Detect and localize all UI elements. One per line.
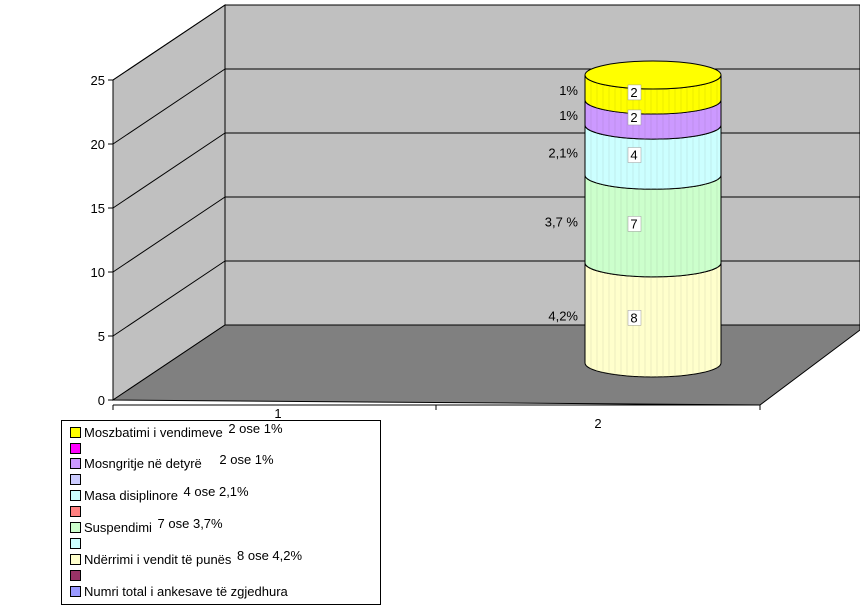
legend-entry: Moszbatimi i vendimeve 2 ose 1% bbox=[70, 421, 283, 441]
legend-entry bbox=[70, 441, 84, 457]
percent-label: 3,7 % bbox=[545, 214, 579, 229]
percent-label: 4,2% bbox=[548, 308, 578, 323]
data-label: 7 bbox=[630, 216, 637, 231]
bar-segment bbox=[584, 99, 722, 140]
chart-axes: 0 5 10 15 20 25 bbox=[91, 73, 761, 410]
legend-swatch bbox=[70, 474, 81, 486]
y-tick-label: 15 bbox=[91, 201, 105, 216]
legend-swatch bbox=[70, 586, 81, 598]
bar-segment bbox=[584, 175, 722, 278]
gridline-side bbox=[112, 4, 226, 81]
legend-label: Masa disiplinore bbox=[84, 488, 178, 503]
data-label-box bbox=[627, 216, 642, 232]
gridline-side bbox=[112, 260, 226, 337]
gridline-side bbox=[112, 196, 226, 273]
bar-segment bbox=[584, 60, 722, 115]
legend-swatch bbox=[70, 427, 81, 439]
legend-swatch bbox=[70, 458, 81, 470]
data-label-box bbox=[627, 109, 642, 126]
legend-entry: Ndërrimi i vendit të punës 8 ose 4,2% bbox=[70, 548, 302, 568]
legend-swatch bbox=[70, 570, 81, 582]
x-category-label: 1 bbox=[274, 406, 281, 421]
legend-label: Suspendimi bbox=[84, 520, 152, 535]
legend-swatch bbox=[70, 522, 81, 534]
legend-label: Ndërrimi i vendit të punës bbox=[84, 552, 232, 567]
legend-swatch bbox=[70, 538, 81, 550]
data-label-box bbox=[627, 84, 642, 101]
data-label-box bbox=[627, 310, 642, 326]
bar-segment bbox=[584, 262, 722, 378]
legend-entry bbox=[70, 568, 84, 584]
y-tick-label: 20 bbox=[91, 137, 105, 152]
y-tick-label: 10 bbox=[91, 265, 105, 280]
data-label: 8 bbox=[630, 310, 637, 325]
y-tick-label: 5 bbox=[98, 329, 105, 344]
legend-entry bbox=[70, 504, 84, 520]
data-label: 2 bbox=[630, 85, 637, 100]
legend-entry bbox=[70, 472, 84, 488]
legend-entry: Masa disiplinore 4 ose 2,1% bbox=[70, 484, 249, 504]
legend-value: 8 ose 4,2% bbox=[233, 548, 303, 563]
legend-value: 4 ose 2,1% bbox=[179, 484, 249, 499]
legend-swatch bbox=[70, 443, 81, 455]
legend-label: Mosngritje në detyrë bbox=[84, 456, 202, 471]
data-label: 2 bbox=[630, 110, 637, 125]
bar-segment-body bbox=[584, 262, 722, 378]
legend-value: 2 ose 1% bbox=[215, 452, 274, 467]
percent-label: 2,1% bbox=[548, 146, 578, 161]
legend-swatch bbox=[70, 490, 81, 502]
legend-swatch bbox=[70, 506, 81, 518]
legend-entry: Numri total i ankesave të zgjedhura bbox=[70, 584, 288, 600]
chart-legend: Moszbatimi i vendimeve 2 ose 1% Mosngritj… bbox=[61, 420, 381, 605]
legend-entry: Suspendimi 7 ose 3,7% bbox=[70, 516, 223, 536]
legend-entry: Mosngritje në detyrë 2 ose 1% bbox=[70, 452, 274, 472]
legend-label: Moszbatimi i vendimeve bbox=[84, 425, 223, 440]
bar-segment-body bbox=[584, 175, 722, 278]
chart-labels: 1 2 8 4,2% 7 3,7 % 4 2,1% 2 1% 2 1% bbox=[274, 83, 642, 431]
legend-entry bbox=[70, 536, 84, 552]
chart-walls bbox=[111, 4, 860, 406]
data-label-box bbox=[627, 147, 642, 163]
chart-bars bbox=[584, 60, 722, 378]
legend-value: 2 ose 1% bbox=[224, 421, 283, 436]
bar-top-cap bbox=[584, 60, 722, 90]
legend-label: Numri total i ankesave të zgjedhura bbox=[84, 584, 288, 599]
back-wall bbox=[224, 4, 860, 326]
chart-floor bbox=[111, 324, 860, 406]
chart-gridlines bbox=[112, 4, 860, 337]
legend-swatch bbox=[70, 554, 81, 566]
data-label: 4 bbox=[630, 148, 637, 163]
percent-label: 1% bbox=[559, 83, 578, 98]
x-category-label: 2 bbox=[594, 416, 601, 431]
y-tick-label: 0 bbox=[98, 393, 105, 408]
gridline-side bbox=[112, 132, 226, 209]
y-tick-label: 25 bbox=[91, 73, 105, 88]
gridline-side bbox=[112, 68, 226, 145]
legend-value: 7 ose 3,7% bbox=[153, 516, 223, 531]
percent-label: 1% bbox=[559, 108, 578, 123]
